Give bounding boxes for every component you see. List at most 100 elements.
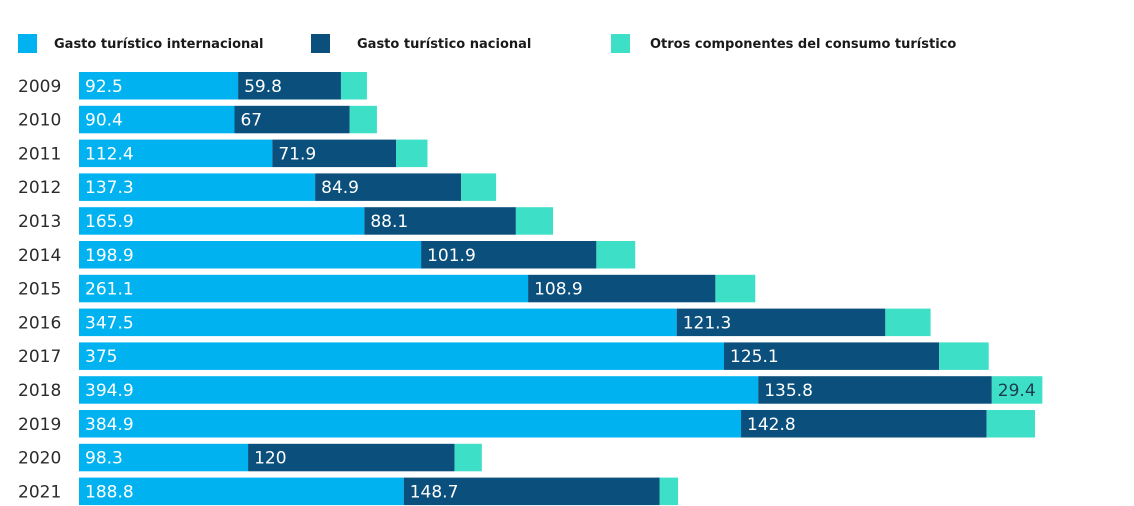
bar-otros-componentes-del-consumo-turistico-2013 (515, 207, 554, 235)
chart-row-2015: 2015 261.1 108.9 (18, 274, 756, 303)
chart-row-2018: 2018 394.9 135.8 29.4 (18, 376, 1043, 404)
bar-gasto-turistico-internacional-2009 (79, 72, 239, 100)
data-label-gasto-turistico-internacional-2013: 165.9 (85, 212, 134, 232)
chart-row-2012: 2012 137.3 84.9 (18, 173, 497, 201)
category-tick-label: 2017 (18, 347, 61, 367)
bar-otros-componentes-del-consumo-turistico-2012 (461, 173, 497, 201)
data-label-gasto-turistico-internacional-2011: 112.4 (85, 144, 134, 164)
category-tick-label: 2018 (18, 381, 61, 401)
bar-gasto-turistico-internacional-2017 (79, 342, 724, 370)
chart-legend: Gasto turístico internacional Gasto turís… (18, 34, 956, 53)
data-label-gasto-turistico-internacional-2012: 137.3 (85, 178, 134, 198)
category-tick-label: 2021 (18, 482, 61, 502)
legend-swatch (611, 34, 630, 53)
bar-gasto-turistico-nacional-2020 (248, 443, 455, 472)
data-label-gasto-turistico-nacional-2021: 148.7 (410, 482, 459, 502)
bar-gasto-turistico-internacional-2014 (79, 241, 422, 269)
data-label-gasto-turistico-internacional-2019: 384.9 (85, 415, 134, 435)
data-label-gasto-turistico-internacional-2014: 198.9 (85, 246, 134, 266)
category-tick-label: 2013 (18, 212, 61, 232)
data-label-gasto-turistico-nacional-2010: 67 (240, 111, 262, 131)
chart-row-2020: 2020 98.3 120 (18, 443, 482, 472)
category-tick-label: 2016 (18, 313, 61, 333)
data-label-gasto-turistico-nacional-2013: 88.1 (370, 212, 408, 232)
category-tick-label: 2010 (18, 111, 61, 131)
category-tick-label: 2015 (18, 280, 61, 300)
legend-label: Gasto turístico internacional (54, 37, 264, 52)
bar-gasto-turistico-internacional-2012 (79, 173, 316, 201)
data-label-gasto-turistico-internacional-2015: 261.1 (85, 280, 134, 300)
bar-otros-componentes-del-consumo-turistico-2015 (715, 274, 756, 303)
data-label-gasto-turistico-nacional-2015: 108.9 (534, 280, 583, 300)
bar-gasto-turistico-internacional-2010 (79, 105, 235, 134)
bar-gasto-turistico-nacional-2014 (421, 241, 597, 269)
bar-gasto-turistico-internacional-2019 (79, 410, 742, 438)
data-label-gasto-turistico-internacional-2021: 188.8 (85, 482, 134, 502)
bar-gasto-turistico-internacional-2020 (79, 443, 249, 472)
chart-row-2009: 2009 92.5 59.8 (18, 72, 367, 100)
chart-row-2021: 2021 188.8 148.7 (18, 477, 679, 506)
data-label-gasto-turistico-nacional-2019: 142.8 (747, 415, 796, 435)
category-tick-label: 2014 (18, 246, 61, 266)
legend-label: Gasto turístico nacional (357, 37, 531, 52)
category-tick-label: 2012 (18, 178, 61, 198)
bar-gasto-turistico-internacional-2015 (79, 274, 529, 303)
bar-gasto-turistico-nacional-2021 (403, 477, 660, 506)
data-label-gasto-turistico-internacional-2020: 98.3 (85, 449, 123, 469)
bar-otros-componentes-del-consumo-turistico-2017 (939, 342, 989, 370)
bar-gasto-turistico-internacional-2013 (79, 207, 365, 235)
data-label-gasto-turistico-nacional-2011: 71.9 (278, 144, 316, 164)
bar-otros-componentes-del-consumo-turistico-2021 (659, 477, 679, 506)
bar-otros-componentes-del-consumo-turistico-2010 (349, 105, 377, 134)
bar-gasto-turistico-internacional-2016 (79, 308, 677, 337)
chart-row-2016: 2016 347.5 121.3 (18, 308, 931, 337)
bar-gasto-turistico-nacional-2017 (724, 342, 940, 370)
category-tick-label: 2020 (18, 449, 61, 469)
data-label-gasto-turistico-nacional-2009: 59.8 (244, 77, 282, 97)
data-label-gasto-turistico-nacional-2016: 121.3 (683, 313, 732, 333)
chart-row-2013: 2013 165.9 88.1 (18, 207, 554, 235)
bar-gasto-turistico-nacional-2016 (676, 308, 886, 337)
bar-gasto-turistico-nacional-2013 (364, 207, 516, 235)
data-label-gasto-turistico-nacional-2020: 120 (254, 449, 286, 469)
bar-otros-componentes-del-consumo-turistico-2011 (395, 139, 428, 168)
legend-swatch (18, 34, 37, 53)
bar-otros-componentes-del-consumo-turistico-2018 (991, 376, 1043, 404)
data-label-gasto-turistico-nacional-2017: 125.1 (730, 347, 779, 367)
chart-row-2019: 2019 384.9 142.8 (18, 410, 1035, 438)
chart-row-2014: 2014 198.9 101.9 (18, 241, 636, 269)
legend-label: Otros componentes del consumo turístico (650, 37, 956, 52)
bar-gasto-turistico-internacional-2011 (79, 139, 273, 168)
legend-item-otros-componentes-del-consumo-turistico: Otros componentes del consumo turístico (611, 34, 956, 53)
category-tick-label: 2011 (18, 144, 61, 164)
bar-gasto-turistico-nacional-2019 (741, 410, 987, 438)
chart-rows: 2009 92.5 59.8 2010 90.4 67 2011 112.4 71.9 2012 1… (18, 72, 1043, 506)
legend-item-gasto-turistico-nacional: Gasto turístico nacional (311, 34, 531, 53)
data-label-gasto-turistico-internacional-2009: 92.5 (85, 77, 123, 97)
bar-gasto-turistico-nacional-2011 (272, 139, 396, 168)
bar-gasto-turistico-internacional-2021 (79, 477, 404, 506)
bar-gasto-turistico-nacional-2009 (238, 72, 341, 100)
data-label-gasto-turistico-internacional-2016: 347.5 (85, 313, 134, 333)
bar-otros-componentes-del-consumo-turistico-2020 (454, 443, 482, 472)
data-label-gasto-turistico-nacional-2014: 101.9 (427, 246, 476, 266)
bar-otros-componentes-del-consumo-turistico-2016 (885, 308, 931, 337)
data-label-gasto-turistico-internacional-2017: 375 (85, 347, 117, 367)
data-label-gasto-turistico-nacional-2018: 135.8 (764, 381, 813, 401)
category-tick-label: 2019 (18, 415, 61, 435)
category-tick-label: 2009 (18, 77, 61, 97)
bar-otros-componentes-del-consumo-turistico-2014 (596, 241, 636, 269)
data-label-gasto-turistico-internacional-2018: 394.9 (85, 381, 134, 401)
bar-otros-componentes-del-consumo-turistico-2009 (340, 72, 367, 100)
bar-gasto-turistico-nacional-2018 (758, 376, 992, 404)
chart-row-2010: 2010 90.4 67 (18, 105, 377, 134)
chart-row-2017: 2017 375 125.1 (18, 342, 989, 370)
bar-gasto-turistico-internacional-2018 (79, 376, 759, 404)
data-label-otros-componentes-del-consumo-turistico-2018: 29.4 (998, 381, 1036, 401)
legend-item-gasto-turistico-internacional: Gasto turístico internacional (18, 34, 264, 53)
legend-swatch (311, 34, 330, 53)
data-label-gasto-turistico-nacional-2012: 84.9 (321, 178, 359, 198)
data-label-gasto-turistico-internacional-2010: 90.4 (85, 111, 123, 131)
